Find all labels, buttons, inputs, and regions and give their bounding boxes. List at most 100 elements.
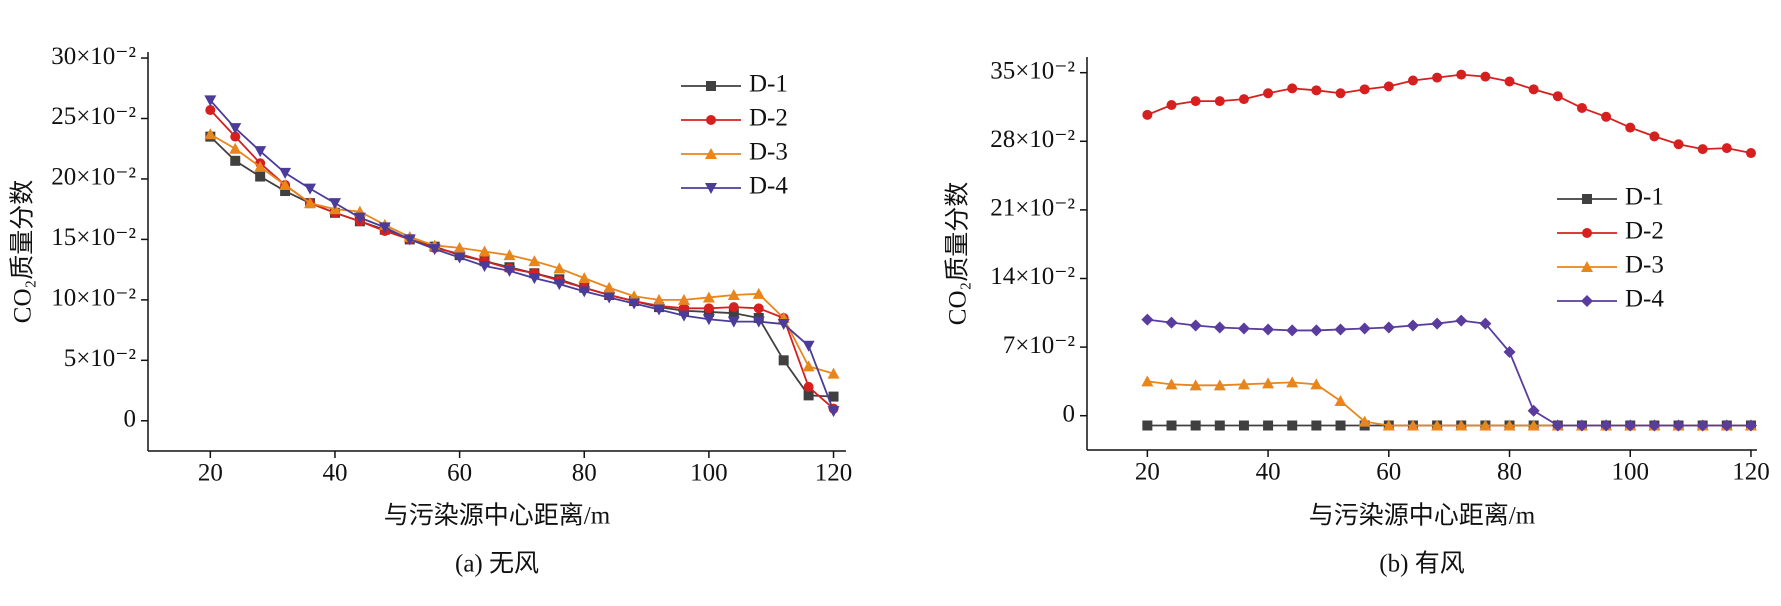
data-point xyxy=(1406,419,1419,431)
data-point xyxy=(1696,419,1709,432)
legend-marker xyxy=(1582,228,1592,238)
legend-marker xyxy=(705,148,717,159)
y-tick-label: 25×10⁻² xyxy=(51,103,136,130)
data-point xyxy=(229,123,242,135)
legend-label: D-2 xyxy=(749,105,788,132)
data-point xyxy=(1528,84,1539,95)
data-point xyxy=(1382,419,1395,431)
data-point xyxy=(1141,375,1154,387)
data-point xyxy=(1166,100,1177,111)
legend-marker xyxy=(1582,194,1592,204)
data-point xyxy=(778,355,789,366)
data-point xyxy=(1310,324,1323,337)
series-line xyxy=(209,99,835,412)
data-point xyxy=(230,131,241,142)
data-point xyxy=(1456,69,1467,80)
data-point xyxy=(1649,131,1660,142)
data-point xyxy=(728,308,739,319)
data-point xyxy=(378,222,391,234)
data-point xyxy=(1165,378,1178,390)
data-point xyxy=(1335,420,1346,431)
x-axis-label: 与污染源中心距离/m xyxy=(1309,502,1536,530)
x-tick-label: 20 xyxy=(1135,459,1160,486)
y-tick-label: 35×10⁻² xyxy=(990,57,1075,84)
data-point xyxy=(628,298,641,310)
data-point xyxy=(1287,83,1298,94)
data-point xyxy=(753,303,764,314)
x-tick-label: 120 xyxy=(1732,459,1770,486)
data-point xyxy=(1166,420,1177,431)
data-point xyxy=(254,146,267,158)
data-point xyxy=(1648,419,1661,432)
data-point xyxy=(1479,317,1492,330)
legend-marker xyxy=(706,115,716,125)
data-point xyxy=(603,292,616,304)
data-point xyxy=(1165,316,1178,329)
data-point xyxy=(803,381,814,392)
data-point xyxy=(1720,419,1733,432)
legend-label: D-3 xyxy=(1625,252,1664,279)
legend-marker xyxy=(706,81,716,91)
data-point xyxy=(453,252,466,264)
data-point xyxy=(1382,321,1395,334)
data-point xyxy=(1673,139,1684,150)
data-point xyxy=(1575,419,1588,432)
data-point xyxy=(204,95,217,107)
data-point xyxy=(1551,419,1564,432)
data-point xyxy=(578,286,591,298)
y-tick-label: 20×10⁻² xyxy=(51,164,136,191)
data-point xyxy=(528,273,541,285)
data-point xyxy=(428,244,441,256)
data-point xyxy=(1238,94,1249,105)
data-point xyxy=(628,290,641,302)
x-tick-label: 120 xyxy=(815,460,853,487)
y-tick-label: 10×10⁻² xyxy=(51,285,136,312)
data-point xyxy=(1745,148,1756,159)
data-point xyxy=(1335,88,1346,99)
data-point xyxy=(503,265,516,277)
data-point xyxy=(478,261,491,273)
data-point xyxy=(1552,91,1563,102)
data-point xyxy=(255,171,266,182)
data-point xyxy=(827,367,840,379)
data-point xyxy=(1480,71,1491,82)
y-axis-label: CO₂质量分数 xyxy=(944,182,972,325)
data-point xyxy=(553,262,566,274)
x-tick-label: 60 xyxy=(447,460,472,487)
data-point xyxy=(727,316,740,328)
y-tick-label: 0 xyxy=(1063,400,1076,427)
data-point xyxy=(1503,345,1516,358)
data-point xyxy=(703,303,714,314)
data-point xyxy=(1286,324,1299,337)
data-point xyxy=(1190,96,1201,107)
data-point xyxy=(279,179,292,190)
data-point xyxy=(1263,420,1274,431)
data-point xyxy=(1190,420,1201,431)
data-point xyxy=(503,249,516,261)
data-point xyxy=(453,241,466,253)
data-point xyxy=(1213,321,1226,334)
data-point xyxy=(254,160,267,172)
data-point xyxy=(1141,313,1154,326)
legend-marker xyxy=(1581,261,1593,272)
x-tick-label: 40 xyxy=(322,460,347,487)
y-tick-label: 14×10⁻² xyxy=(990,263,1075,290)
data-point xyxy=(1237,322,1250,335)
y-tick-label: 5×10⁻² xyxy=(64,345,136,372)
data-point xyxy=(1431,317,1444,330)
data-point xyxy=(353,212,366,224)
data-point xyxy=(653,293,666,305)
data-point xyxy=(1503,419,1516,431)
data-point xyxy=(752,316,765,328)
data-point xyxy=(205,105,216,116)
data-point xyxy=(279,167,292,179)
data-point xyxy=(1383,81,1394,92)
y-tick-label: 15×10⁻² xyxy=(51,224,136,251)
data-point xyxy=(1237,378,1250,390)
data-point xyxy=(553,279,566,291)
data-point xyxy=(1213,379,1226,391)
data-point xyxy=(1189,379,1202,391)
data-point xyxy=(578,272,591,284)
data-point xyxy=(1504,76,1515,87)
data-point xyxy=(1431,419,1444,431)
